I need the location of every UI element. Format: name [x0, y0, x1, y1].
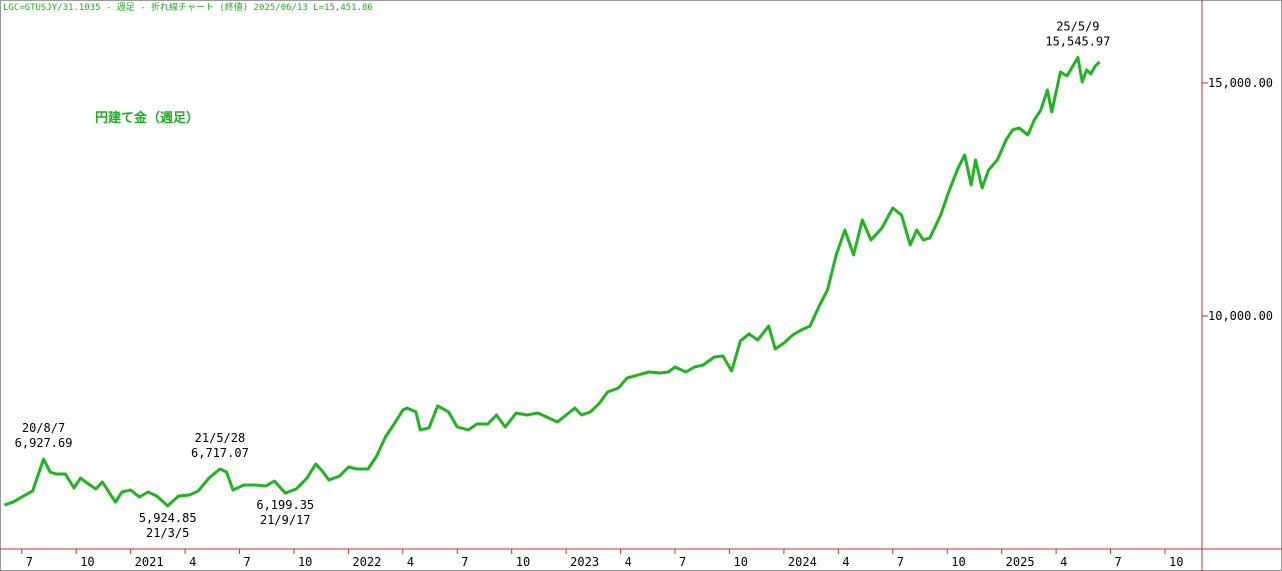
value-label: 6,717.07: [191, 446, 249, 460]
y-tick-label: 10,000.00: [1208, 309, 1273, 323]
x-tick-label: 4: [189, 555, 196, 569]
x-tick-label: 7: [244, 555, 251, 569]
value-label: 5,924.85: [139, 511, 197, 525]
y-tick-label: 15,000.00: [1208, 76, 1273, 90]
x-tick-label: 2023: [570, 555, 599, 569]
x-tick-label: 7: [1115, 555, 1122, 569]
chart-header: LGC=GTUSJY/31.1035 - 週足 - 折れ線チャート (終値) 2…: [3, 1, 373, 13]
x-tick-label: 2025: [1006, 555, 1035, 569]
x-tick-label: 10: [80, 555, 94, 569]
value-label: 6,199.35: [256, 498, 314, 512]
x-tick-label: 7: [897, 555, 904, 569]
x-tick-label: 7: [461, 555, 468, 569]
x-tick-label: 7: [679, 555, 686, 569]
x-tick-label: 10: [1169, 555, 1183, 569]
price-line: [3, 56, 1101, 508]
value-label: 6,927.69: [15, 436, 73, 450]
date-label: 21/5/28: [195, 431, 246, 445]
x-tick-label: 10: [733, 555, 747, 569]
legend-label: 円建て金（週足）: [95, 110, 199, 126]
x-tick-label: 4: [625, 555, 632, 569]
x-tick-label: 4: [407, 555, 414, 569]
x-tick-label: 4: [1060, 555, 1067, 569]
x-tick-label: 2021: [135, 555, 164, 569]
x-tick-label: 7: [26, 555, 33, 569]
date-label: 25/5/9: [1056, 20, 1099, 34]
date-label: 21/9/17: [260, 513, 311, 527]
x-tick-label: 2022: [352, 555, 381, 569]
x-tick-label: 4: [842, 555, 849, 569]
x-tick-label: 10: [298, 555, 312, 569]
x-tick-label: 2024: [788, 555, 817, 569]
date-label: 21/3/5: [146, 526, 189, 540]
x-tick-label: 10: [516, 555, 530, 569]
value-label: 15,545.97: [1045, 35, 1110, 49]
date-label: 20/8/7: [22, 421, 65, 435]
x-tick-label: 10: [951, 555, 965, 569]
